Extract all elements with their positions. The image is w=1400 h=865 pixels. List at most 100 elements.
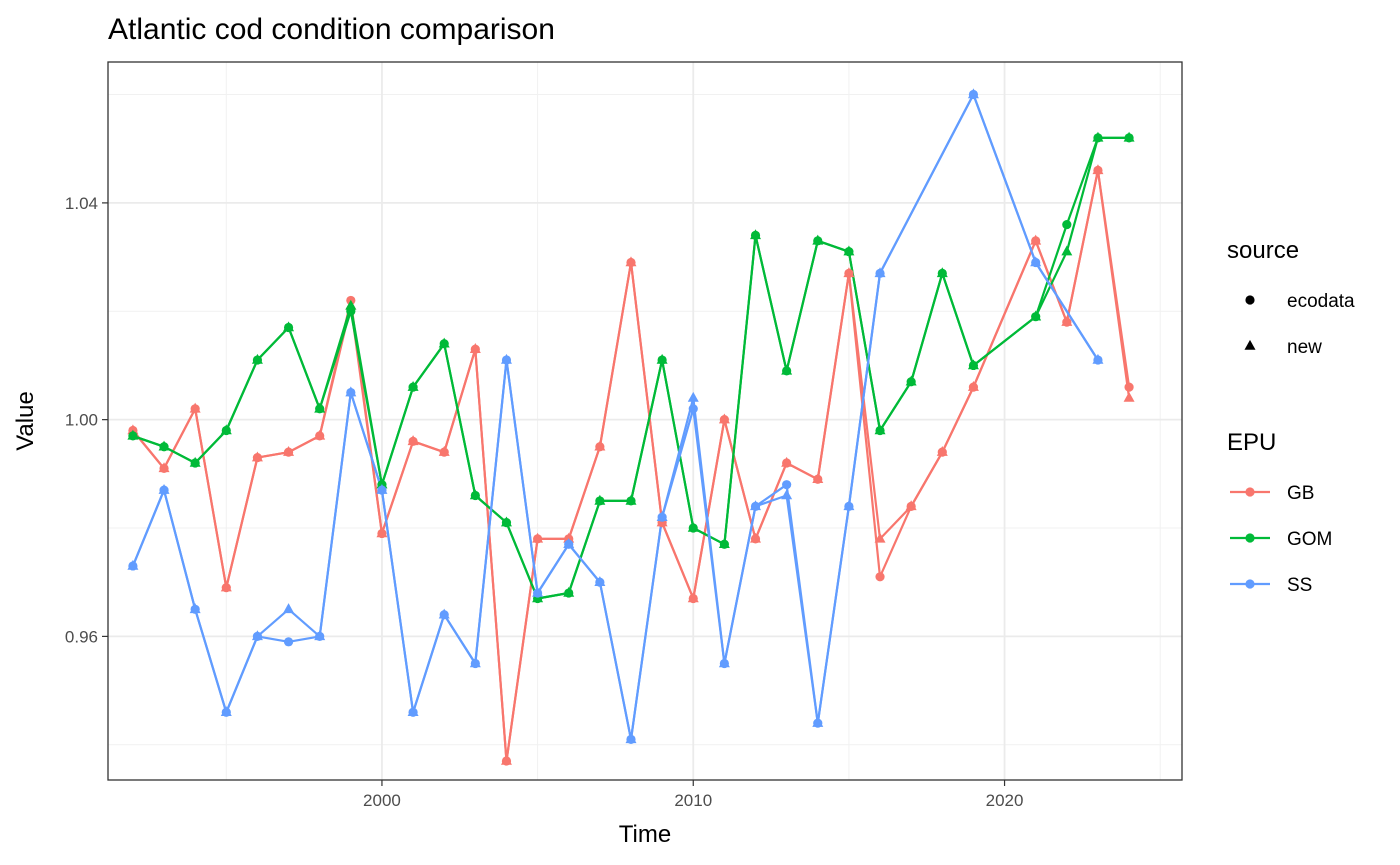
data-point-gom-new xyxy=(158,440,170,451)
data-point-ss-new xyxy=(500,353,512,364)
data-point-gb-new xyxy=(532,532,544,543)
data-point-ss-new xyxy=(687,391,699,402)
data-point-gom-new xyxy=(625,494,637,505)
legend-key-point-ss xyxy=(1245,579,1255,589)
x-tick-label: 2000 xyxy=(363,791,401,810)
data-point-gb-new xyxy=(874,532,886,543)
data-point-gom-new xyxy=(1030,310,1042,321)
legend: source ecodata new EPU GB GOM SS xyxy=(1227,237,1355,596)
data-point-gb-new xyxy=(189,402,201,413)
legend-title-source: source xyxy=(1227,237,1299,264)
data-point-ss-new xyxy=(843,500,855,511)
data-point-gom-new xyxy=(127,429,139,440)
data-point-gb-new xyxy=(594,440,606,451)
data-point-gb-new xyxy=(251,451,263,462)
data-point-gb-new xyxy=(718,413,730,424)
data-point-ss-new xyxy=(189,603,201,614)
data-point-ss-new xyxy=(718,657,730,668)
data-point-ss-new xyxy=(594,576,606,586)
data-point-gom-new xyxy=(407,380,419,391)
data-point-gb-ecodata xyxy=(1124,382,1134,392)
data-point-gom-new xyxy=(594,494,606,505)
data-point-gb-new xyxy=(1030,234,1042,245)
legend-key-point-gb xyxy=(1245,487,1255,497)
data-point-gom-new xyxy=(283,321,295,332)
plot-panel-border xyxy=(107,61,1183,781)
data-point-gb-ecodata xyxy=(875,572,885,582)
data-point-gom-new xyxy=(781,364,793,375)
data-point-gb-new xyxy=(376,527,388,538)
legend-title-epu: EPU xyxy=(1227,429,1276,456)
legend-key-point-gom xyxy=(1245,533,1255,543)
data-point-gb-new xyxy=(314,429,326,440)
legend-key-circle xyxy=(1245,295,1255,305)
data-point-ss-new xyxy=(656,511,668,521)
data-point-gom-new xyxy=(438,337,450,348)
data-point-gb-new xyxy=(625,256,637,267)
legend-label-ss: SS xyxy=(1287,575,1312,596)
legend-label-gom: GOM xyxy=(1287,529,1332,550)
data-point-gom-new xyxy=(936,267,948,278)
series-line-gb-new xyxy=(132,169,1131,763)
data-point-ss-new xyxy=(967,88,979,99)
data-point-gb-new xyxy=(750,532,762,543)
data-point-gom-new xyxy=(687,521,699,532)
legend-label-gb: GB xyxy=(1287,483,1314,504)
data-point-gb-new xyxy=(1123,391,1135,402)
data-point-ss-new xyxy=(625,733,637,744)
data-point-gom-new xyxy=(189,456,201,467)
data-point-ss-new xyxy=(563,538,575,549)
data-point-gb-new xyxy=(407,435,419,446)
data-point-ss-new xyxy=(158,483,170,494)
data-point-gb-new xyxy=(438,446,450,456)
data-point-gb-new xyxy=(843,267,855,278)
legend-key-triangle xyxy=(1244,339,1256,350)
data-point-ss-new xyxy=(314,630,326,641)
data-point-ss-new xyxy=(532,586,544,597)
data-point-ss-new xyxy=(407,706,419,717)
data-point-gom-new xyxy=(563,586,575,597)
data-point-gom-new xyxy=(345,299,357,310)
data-point-gb-new xyxy=(905,500,917,511)
legend-label-ecodata: ecodata xyxy=(1287,291,1355,312)
data-point-ss-new xyxy=(251,630,263,641)
data-point-gb-new xyxy=(967,380,979,391)
data-point-gb-new xyxy=(220,581,232,592)
data-point-ss-new xyxy=(781,489,793,500)
data-point-ss-new xyxy=(283,603,295,614)
data-point-gom-new xyxy=(1061,245,1073,256)
axis-ticks: 2000 2010 2020 0.96 1.00 1.04 xyxy=(65,194,1024,810)
x-axis-title: Time xyxy=(619,821,671,848)
data-point-gb-new xyxy=(936,446,948,456)
data-point-gb-new xyxy=(500,754,512,765)
data-point-gb-new xyxy=(127,424,139,435)
data-point-gom-new xyxy=(718,538,730,549)
x-tick-label: 2010 xyxy=(674,791,712,810)
data-point-gom-new xyxy=(1092,131,1104,142)
data-point-ss-new xyxy=(812,716,824,727)
data-point-gb-new xyxy=(1061,315,1073,326)
data-point-gom-new xyxy=(750,229,762,240)
y-tick-label: 1.00 xyxy=(65,411,98,430)
data-point-gb-new xyxy=(158,462,170,473)
data-point-gb-new xyxy=(687,592,699,603)
data-point-ss-new xyxy=(750,500,762,511)
data-point-gom-new xyxy=(812,234,824,245)
series-line-ss-new xyxy=(131,93,1099,741)
x-tick-label: 2020 xyxy=(986,791,1024,810)
data-point-gom-new xyxy=(905,375,917,386)
data-point-gom-new xyxy=(469,489,481,500)
data-point-gom-new xyxy=(874,424,886,435)
data-point-gom-new xyxy=(656,353,668,364)
data-point-gom-ecodata xyxy=(1062,219,1072,230)
chart-title: Atlantic cod condition comparison xyxy=(108,13,555,46)
data-point-gom-new xyxy=(500,516,512,527)
data-point-ss-new xyxy=(220,706,232,717)
data-point-ss-new xyxy=(376,483,388,494)
y-axis-title: Value xyxy=(12,391,39,451)
data-point-ss-new xyxy=(1030,256,1042,267)
y-tick-label: 1.04 xyxy=(65,194,98,213)
data-point-gom-new xyxy=(843,245,855,256)
